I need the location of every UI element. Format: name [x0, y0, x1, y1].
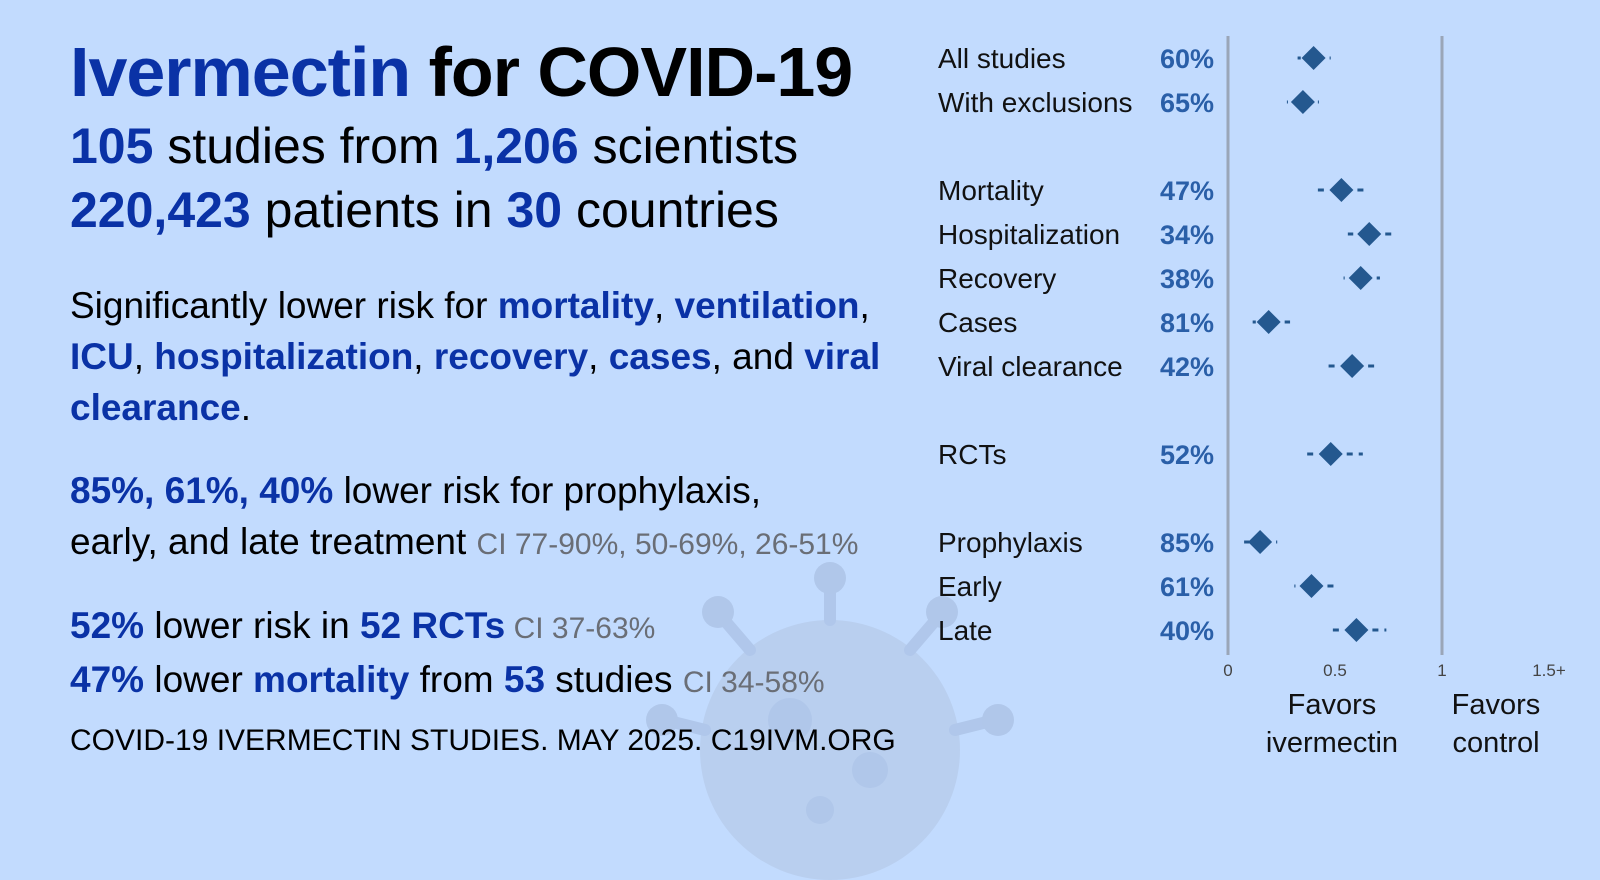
point-estimate-marker — [1301, 46, 1326, 70]
scientist-count: 1,206 — [453, 118, 579, 174]
row-label: Early — [938, 571, 1002, 602]
row-label: Prophylaxis — [938, 527, 1083, 558]
mortality-ci: CI 34-58% — [682, 666, 825, 699]
outcome-ventilation: ventilation — [674, 285, 860, 326]
scientists-text: scientists — [578, 118, 799, 174]
row-percent: 47% — [1160, 176, 1214, 206]
row-label: Recovery — [938, 263, 1056, 294]
mortality-text-2: from — [409, 659, 504, 700]
drug-name: Ivermectin — [70, 33, 411, 111]
mortality-study-count: 53 — [503, 659, 546, 700]
studies-line: 105 studies from 1,206 scientists — [70, 114, 910, 178]
row-percent: 81% — [1160, 308, 1214, 338]
tick-label: 0 — [1223, 661, 1232, 680]
favors-control-line2: control — [1452, 727, 1539, 759]
point-estimate-marker — [1344, 618, 1369, 642]
row-label: With exclusions — [938, 87, 1133, 118]
point-estimate-marker — [1318, 442, 1343, 466]
favors-control-line1: Favors — [1452, 689, 1541, 721]
rct-text: lower risk in — [144, 605, 360, 646]
row-percent: 34% — [1160, 220, 1214, 250]
significance-paragraph: Significantly lower risk for mortality , … — [70, 285, 881, 428]
outcome-viral-clearance: viral clearance — [70, 336, 881, 428]
treatment-paragraph: 85%, 61%, 40% lower risk for prophylaxis… — [70, 465, 910, 570]
study-count: 105 — [70, 118, 154, 174]
tick-label: 1 — [1437, 661, 1446, 680]
rct-count: 52 RCTs — [359, 605, 506, 646]
row-label: Cases — [938, 307, 1017, 338]
mortality-word: mortality — [253, 659, 410, 700]
row-percent: 40% — [1160, 616, 1214, 646]
point-estimate-marker — [1248, 530, 1273, 554]
row-label: Hospitalization — [938, 219, 1120, 250]
row-label: All studies — [938, 43, 1066, 74]
significance-lead: Significantly lower risk for — [70, 285, 498, 326]
patients-line: 220,423 patients in 30 countries — [70, 178, 910, 242]
point-estimate-marker — [1329, 178, 1354, 202]
row-percent: 52% — [1160, 440, 1214, 470]
row-percent: 60% — [1160, 44, 1214, 74]
rct-ci: CI 37-63% — [505, 612, 656, 645]
countries-text: countries — [562, 182, 779, 238]
mortality-percent: 47% — [70, 659, 145, 700]
point-estimate-marker — [1357, 222, 1382, 246]
row-label: RCTs — [938, 439, 1006, 470]
row-percent: 61% — [1160, 572, 1214, 602]
row-label: Mortality — [938, 175, 1044, 206]
point-estimate-marker — [1290, 90, 1315, 114]
patient-count: 220,423 — [70, 182, 251, 238]
outcome-mortality: mortality — [497, 285, 654, 326]
studies-text: studies from — [153, 118, 454, 174]
point-estimate-marker — [1299, 574, 1324, 598]
point-estimate-marker — [1340, 354, 1365, 378]
treatment-percentages: 85%, 61%, 40% — [70, 470, 334, 511]
footer-source: COVID-19 IVERMECTIN STUDIES. MAY 2025. C… — [70, 724, 896, 757]
mortality-text-3: studies — [545, 659, 683, 700]
forest-plot: All studies 60% With exclusions 65% Mortalit… — [938, 36, 1566, 759]
treatment-ci: CI 77-90%, 50-69%, 26-51% — [476, 528, 859, 561]
period: . — [240, 387, 252, 428]
page-title: Ivermectin for COVID-19 — [70, 30, 910, 114]
patients-text: patients in — [250, 182, 507, 238]
country-count: 30 — [506, 182, 563, 238]
row-percent: 85% — [1160, 528, 1214, 558]
title-rest: for COVID-19 — [410, 33, 854, 111]
summary-panel: Ivermectin for COVID-19 105 studies from… — [70, 30, 910, 708]
and-text: , and — [711, 336, 805, 377]
row-label: Viral clearance — [938, 351, 1123, 382]
favors-ivermectin-line1: Favors — [1288, 689, 1377, 721]
row-percent: 38% — [1160, 264, 1214, 294]
rct-mortality-paragraph: 52% lower risk in 52 RCTs CI 37-63% 47% … — [70, 600, 910, 708]
treatment-text-2: early, and late treatment — [70, 521, 477, 562]
outcome-hospitalization: hospitalization — [154, 336, 414, 377]
rct-percent: 52% — [70, 605, 145, 646]
point-estimate-marker — [1348, 266, 1373, 290]
row-label: Late — [938, 615, 993, 646]
treatment-text-1: lower risk for prophylaxis, — [333, 470, 761, 511]
outcome-recovery: recovery — [433, 336, 589, 377]
outcome-cases: cases — [608, 336, 712, 377]
row-percent: 42% — [1160, 352, 1214, 382]
tick-label: 0.5 — [1323, 661, 1347, 680]
row-percent: 65% — [1160, 88, 1214, 118]
point-estimate-marker — [1256, 310, 1281, 334]
tick-label: 1.5+ — [1532, 661, 1566, 680]
outcome-icu: ICU — [70, 336, 134, 377]
favors-ivermectin-line2: ivermectin — [1266, 727, 1398, 759]
mortality-text-1: lower — [144, 659, 254, 700]
